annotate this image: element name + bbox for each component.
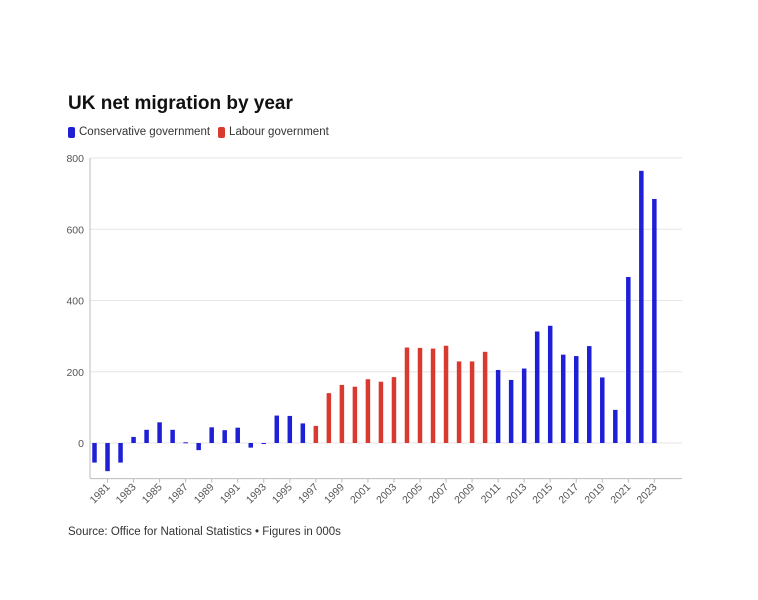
x-tick-label-2005: 2005 bbox=[400, 481, 425, 506]
x-tick-label-2021: 2021 bbox=[608, 481, 633, 506]
bar-2010 bbox=[482, 351, 488, 443]
x-tick-label-2011: 2011 bbox=[479, 481, 504, 506]
bar-1991 bbox=[235, 427, 240, 443]
x-tick-label-1999: 1999 bbox=[322, 481, 347, 506]
bar-2004 bbox=[404, 347, 410, 443]
x-tick-label-1989: 1989 bbox=[192, 481, 217, 506]
y-tick-label-200: 200 bbox=[66, 367, 84, 379]
x-tick-label-2013: 2013 bbox=[504, 481, 529, 506]
bar-2003 bbox=[391, 377, 397, 443]
y-tick-label-800: 800 bbox=[66, 153, 84, 165]
bar-2005 bbox=[417, 347, 423, 443]
legend-label-conservative: Conservative government bbox=[79, 126, 211, 138]
x-tick-label-2019: 2019 bbox=[582, 481, 607, 506]
x-tick-label-1997: 1997 bbox=[296, 481, 321, 506]
chart-title: UK net migration by year bbox=[68, 93, 293, 114]
bar-2001 bbox=[365, 379, 371, 443]
x-tick-label-2001: 2001 bbox=[348, 481, 373, 506]
bar-1990 bbox=[222, 430, 227, 443]
bar-1986 bbox=[170, 429, 175, 443]
source-note: Source: Office for National Statistics •… bbox=[68, 526, 341, 538]
bar-2007 bbox=[443, 345, 449, 443]
legend-swatch-labour bbox=[218, 126, 226, 138]
bar-2018 bbox=[587, 346, 592, 443]
bar-2021 bbox=[626, 276, 631, 443]
bar-2013 bbox=[521, 368, 527, 443]
y-tick-label-0: 0 bbox=[78, 438, 84, 450]
x-tick-label-2007: 2007 bbox=[426, 481, 451, 506]
legend: Conservative government Labour governmen… bbox=[68, 126, 329, 138]
bar-1993 bbox=[261, 443, 267, 444]
bar-1981 bbox=[105, 443, 110, 472]
bar-1999 bbox=[339, 384, 345, 443]
bar-1984 bbox=[144, 429, 149, 443]
bar-1980 bbox=[92, 443, 97, 463]
x-tick-label-2003: 2003 bbox=[374, 481, 399, 506]
bar-1994 bbox=[274, 415, 280, 443]
x-tick-label-1983: 1983 bbox=[114, 481, 139, 506]
bar-2008 bbox=[456, 361, 462, 443]
bar-2019 bbox=[600, 377, 605, 443]
bar-1997 bbox=[313, 425, 319, 443]
bar-1989 bbox=[209, 427, 214, 443]
bar-1992 bbox=[248, 443, 253, 448]
bar-2009 bbox=[469, 361, 475, 443]
bar-2000 bbox=[352, 386, 358, 443]
bar-1982 bbox=[118, 443, 123, 463]
bar-1983 bbox=[131, 436, 136, 443]
x-tick-label-1995: 1995 bbox=[270, 481, 295, 506]
legend-item-labour: Labour government bbox=[218, 126, 329, 138]
x-tick-label-1985: 1985 bbox=[140, 481, 165, 506]
x-tick-label-2009: 2009 bbox=[452, 481, 477, 506]
bar-2022 bbox=[639, 170, 644, 443]
x-tick-label-1993: 1993 bbox=[244, 481, 269, 506]
bar-1988 bbox=[196, 443, 201, 451]
x-tick-label-2017: 2017 bbox=[556, 481, 581, 506]
x-tick-label-2015: 2015 bbox=[530, 481, 555, 506]
bar-2017 bbox=[573, 356, 579, 443]
bar-1985 bbox=[157, 422, 162, 443]
x-tick-label-2023: 2023 bbox=[634, 481, 659, 506]
bar-1987 bbox=[183, 442, 188, 444]
bar-2020 bbox=[613, 409, 618, 443]
bar-2011 bbox=[495, 369, 501, 443]
bar-2002 bbox=[378, 381, 384, 443]
bar-2012 bbox=[508, 379, 514, 443]
x-tick-label-1981: 1981 bbox=[88, 481, 113, 506]
bar-1996 bbox=[300, 423, 306, 443]
x-tick-label-1987: 1987 bbox=[166, 481, 191, 506]
x-tick-label-1991: 1991 bbox=[218, 481, 243, 506]
bar-2014 bbox=[534, 331, 540, 443]
y-tick-label-600: 600 bbox=[66, 224, 84, 236]
bar-1998 bbox=[326, 393, 332, 443]
bar-2016 bbox=[560, 354, 566, 443]
legend-item-conservative: Conservative government bbox=[68, 126, 210, 138]
bar-2006 bbox=[430, 348, 436, 443]
legend-swatch-conservative bbox=[68, 126, 75, 138]
bar-1995 bbox=[287, 415, 293, 443]
bar-2015 bbox=[547, 325, 553, 443]
legend-label-labour: Labour government bbox=[229, 126, 329, 138]
y-tick-label-400: 400 bbox=[66, 296, 84, 308]
bar-2023 bbox=[652, 198, 657, 443]
